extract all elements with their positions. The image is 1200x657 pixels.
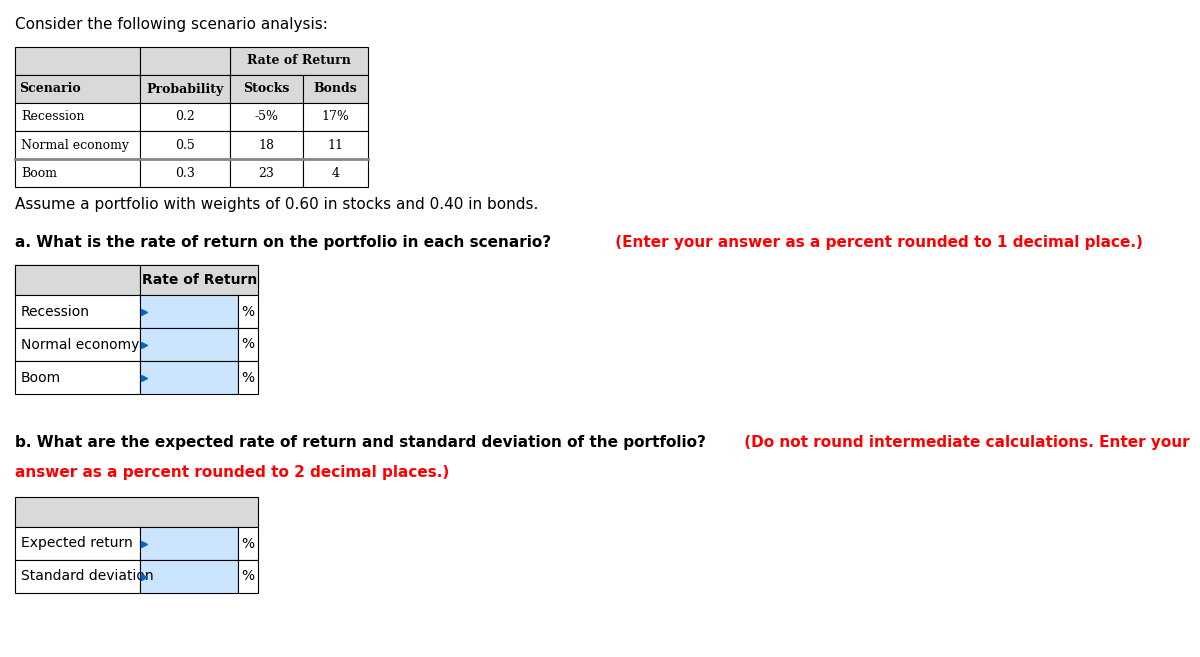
Text: %: %	[241, 304, 254, 319]
Bar	[140, 103, 229, 131]
Text: %: %	[241, 371, 254, 384]
Bar	[140, 131, 229, 159]
Bar	[14, 265, 140, 295]
Text: Assume a portfolio with weights of 0.60 in stocks and 0.40 in bonds.: Assume a portfolio with weights of 0.60 …	[14, 197, 538, 212]
Bar	[140, 527, 238, 560]
Bar	[140, 47, 229, 75]
Bar	[302, 75, 367, 103]
Bar	[229, 131, 302, 159]
Bar	[14, 265, 258, 295]
Bar	[14, 75, 140, 103]
Text: 23: 23	[258, 166, 274, 179]
Bar	[14, 103, 140, 131]
Text: 4: 4	[331, 166, 340, 179]
Bar	[229, 47, 367, 75]
Bar	[14, 131, 140, 159]
Bar	[14, 497, 258, 527]
Text: Boom: Boom	[22, 166, 58, 179]
Text: 0.3: 0.3	[175, 166, 196, 179]
Text: Stocks: Stocks	[244, 83, 289, 95]
Bar	[140, 75, 229, 103]
Text: Rate of Return: Rate of Return	[247, 55, 350, 68]
Text: Normal economy: Normal economy	[22, 338, 139, 351]
Text: Rate of Return: Rate of Return	[142, 273, 257, 287]
Bar	[140, 328, 238, 361]
Bar	[14, 527, 140, 560]
Bar	[140, 159, 229, 187]
Text: Scenario: Scenario	[19, 83, 80, 95]
Bar	[229, 75, 302, 103]
Text: Standard deviation: Standard deviation	[22, 570, 154, 583]
Text: %: %	[241, 338, 254, 351]
Text: answer as a percent rounded to 2 decimal places.): answer as a percent rounded to 2 decimal…	[14, 465, 449, 480]
Bar	[302, 159, 367, 187]
Text: Recession: Recession	[22, 110, 85, 124]
Bar	[14, 328, 140, 361]
Text: 17%: 17%	[322, 110, 349, 124]
Text: Bonds: Bonds	[313, 83, 358, 95]
Text: Expected return: Expected return	[22, 537, 133, 551]
Bar	[302, 103, 367, 131]
Bar	[302, 131, 367, 159]
Bar	[229, 159, 302, 187]
Bar	[238, 295, 258, 328]
Text: -5%: -5%	[254, 110, 278, 124]
Bar	[238, 361, 258, 394]
Bar	[140, 560, 238, 593]
Bar	[238, 560, 258, 593]
Text: Normal economy: Normal economy	[22, 139, 130, 152]
Bar	[140, 295, 238, 328]
Bar	[238, 328, 258, 361]
Text: %: %	[241, 570, 254, 583]
Text: 11: 11	[328, 139, 343, 152]
Text: Consider the following scenario analysis:: Consider the following scenario analysis…	[14, 17, 328, 32]
Text: Probability: Probability	[146, 83, 223, 95]
Bar	[229, 103, 302, 131]
Text: Recession: Recession	[22, 304, 90, 319]
Bar	[140, 361, 238, 394]
Text: 0.2: 0.2	[175, 110, 194, 124]
Text: Boom: Boom	[22, 371, 61, 384]
Text: 18: 18	[258, 139, 275, 152]
Bar	[14, 159, 140, 187]
Text: (Enter your answer as a percent rounded to 1 decimal place.): (Enter your answer as a percent rounded …	[611, 235, 1144, 250]
Text: 0.5: 0.5	[175, 139, 194, 152]
Bar	[14, 295, 140, 328]
Bar	[238, 527, 258, 560]
Text: (Do not round intermediate calculations. Enter your: (Do not round intermediate calculations.…	[739, 435, 1189, 450]
Bar	[140, 265, 258, 295]
Text: %: %	[241, 537, 254, 551]
Text: a. What is the rate of return on the portfolio in each scenario?: a. What is the rate of return on the por…	[14, 235, 551, 250]
Bar	[14, 361, 140, 394]
Text: b. What are the expected rate of return and standard deviation of the portfolio?: b. What are the expected rate of return …	[14, 435, 706, 450]
Bar	[14, 47, 140, 75]
Bar	[14, 560, 140, 593]
